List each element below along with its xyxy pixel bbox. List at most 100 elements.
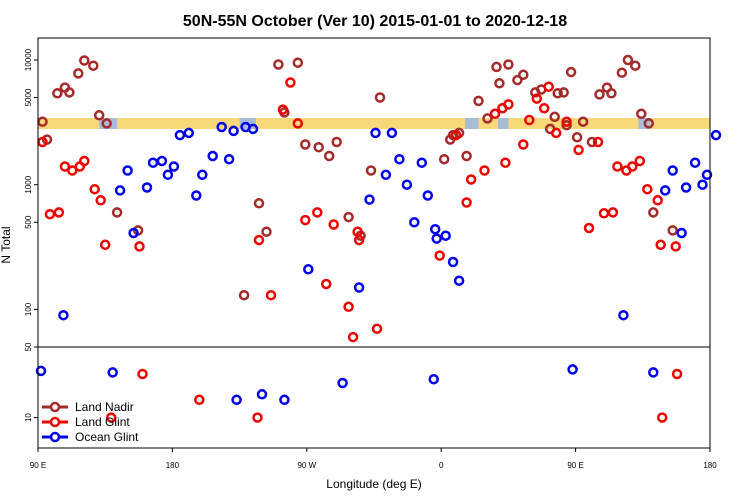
point-land-glint bbox=[531, 93, 543, 104]
point-ocean-glint bbox=[431, 233, 442, 244]
point-land-glint bbox=[134, 241, 145, 252]
x-tick-label: 90 E bbox=[567, 461, 583, 470]
point-land-nadir bbox=[261, 226, 272, 237]
point-land-glint bbox=[312, 207, 323, 218]
point-ocean-glint bbox=[409, 217, 420, 228]
point-ocean-glint bbox=[141, 182, 153, 193]
point-land-nadir bbox=[292, 57, 304, 68]
x-tick-label: 180 bbox=[703, 461, 717, 470]
point-ocean-glint bbox=[416, 157, 428, 168]
point-land-glint bbox=[89, 183, 100, 195]
point-land-nadir bbox=[300, 139, 311, 150]
point-land-glint bbox=[518, 139, 529, 150]
point-ocean-glint bbox=[107, 367, 118, 378]
point-land-glint bbox=[450, 129, 462, 141]
point-ocean-glint bbox=[228, 125, 239, 137]
point-ocean-glint bbox=[689, 157, 701, 168]
point-land-glint bbox=[642, 183, 653, 195]
point-ocean-glint bbox=[567, 364, 578, 375]
legend-label-land-glint: Land Glint bbox=[75, 415, 130, 429]
point-land-nadir bbox=[571, 132, 583, 143]
point-ocean-glint bbox=[429, 223, 441, 235]
point-land-nadir bbox=[561, 119, 572, 131]
point-land-glint bbox=[634, 155, 646, 167]
point-land-nadir bbox=[643, 118, 655, 129]
point-land-nadir bbox=[616, 67, 628, 78]
plot-frame-lower bbox=[37, 346, 711, 449]
point-ocean-glint bbox=[256, 389, 268, 400]
point-land-nadir bbox=[606, 88, 617, 99]
point-land-glint bbox=[550, 127, 562, 139]
point-ocean-glint bbox=[648, 367, 659, 378]
point-ocean-glint bbox=[380, 169, 392, 181]
point-land-glint bbox=[561, 116, 572, 127]
point-land-nadir bbox=[518, 69, 529, 81]
point-land-glint bbox=[489, 108, 501, 120]
point-ocean-glint bbox=[659, 185, 671, 196]
point-land-glint bbox=[95, 195, 106, 206]
point-land-nadir bbox=[549, 111, 560, 123]
point-ocean-glint bbox=[231, 394, 242, 406]
point-ocean-glint bbox=[364, 194, 375, 205]
point-ocean-glint bbox=[676, 227, 687, 239]
point-ocean-glint bbox=[394, 153, 405, 165]
point-land-glint bbox=[592, 136, 604, 148]
point-land-nadir bbox=[473, 95, 484, 107]
legend-item-land-glint: Land Glint bbox=[42, 415, 130, 429]
chart-title: 50N-55N October (Ver 10) 2015-01-01 to 2… bbox=[183, 13, 567, 30]
series-land-glint bbox=[37, 77, 683, 423]
point-land-glint bbox=[105, 412, 117, 423]
point-ocean-glint bbox=[447, 256, 459, 268]
point-land-nadir bbox=[438, 153, 450, 165]
point-ocean-glint bbox=[191, 190, 202, 201]
point-land-glint bbox=[277, 104, 289, 115]
point-land-glint bbox=[607, 207, 619, 218]
point-land-nadir bbox=[374, 92, 386, 103]
point-ocean-glint bbox=[428, 373, 439, 385]
x-axis-label: Longitude (deg E) bbox=[326, 477, 421, 491]
y-tick-label: 10 bbox=[24, 413, 33, 422]
point-land-nadir bbox=[667, 225, 678, 236]
point-ocean-glint bbox=[701, 169, 713, 181]
point-land-glint bbox=[538, 103, 550, 114]
point-ocean-glint bbox=[174, 129, 186, 141]
point-land-glint bbox=[99, 239, 111, 251]
point-land-nadir bbox=[594, 89, 605, 100]
point-land-glint bbox=[524, 114, 535, 126]
point-land-nadir bbox=[93, 110, 105, 121]
point-land-nadir bbox=[253, 198, 265, 209]
point-ocean-glint bbox=[168, 161, 180, 172]
point-land-glint bbox=[343, 301, 354, 313]
point-land-nadir bbox=[101, 118, 112, 129]
point-land-glint bbox=[434, 250, 445, 261]
point-land-nadir bbox=[52, 88, 63, 99]
point-land-nadir bbox=[512, 74, 523, 86]
point-land-nadir bbox=[331, 136, 342, 148]
point-ocean-glint bbox=[370, 127, 381, 139]
point-land-glint bbox=[292, 118, 304, 129]
point-land-nadir bbox=[313, 141, 324, 153]
series-land-nadir bbox=[37, 54, 678, 301]
point-land-glint bbox=[671, 368, 683, 380]
terrain-strip bbox=[38, 118, 710, 129]
point-land-glint bbox=[503, 99, 514, 110]
point-land-nadir bbox=[365, 165, 377, 176]
point-ocean-glint bbox=[207, 150, 218, 162]
legend-item-ocean-glint: Ocean Glint bbox=[42, 430, 139, 444]
point-ocean-glint bbox=[35, 365, 47, 377]
point-land-nadir bbox=[343, 211, 354, 223]
point-land-nadir bbox=[503, 59, 514, 70]
point-land-glint bbox=[670, 241, 681, 252]
point-ocean-glint bbox=[247, 123, 259, 135]
point-land-nadir bbox=[88, 60, 99, 71]
terrain-land bbox=[38, 118, 710, 129]
point-ocean-glint bbox=[156, 155, 168, 167]
legend: Land Nadir Land Glint Ocean Glint bbox=[42, 400, 139, 444]
point-ocean-glint bbox=[279, 394, 290, 406]
point-land-glint bbox=[500, 157, 511, 168]
point-land-nadir bbox=[577, 116, 589, 127]
point-land-glint bbox=[265, 289, 277, 301]
point-ocean-glint bbox=[440, 230, 451, 241]
point-ocean-glint bbox=[303, 264, 314, 275]
